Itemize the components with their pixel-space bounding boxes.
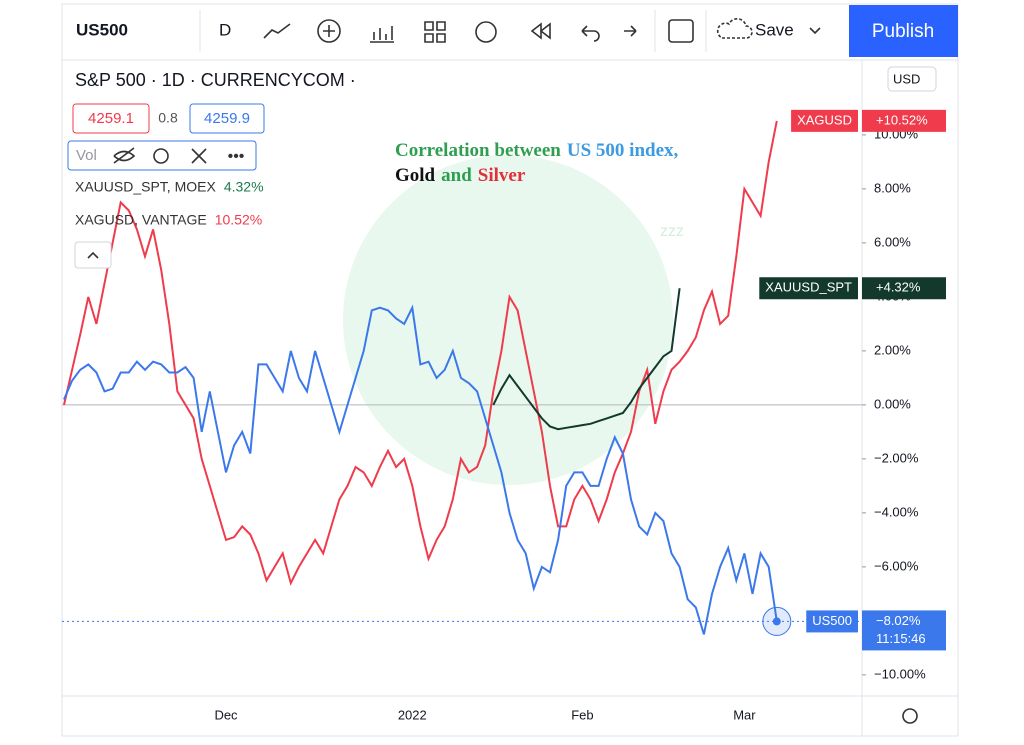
title-part: US 500 index, [567,140,679,161]
bid[interactable]: 4259.1 [88,110,134,127]
y-tick-label: 8.00% [874,180,911,195]
badge-value-box [862,277,946,300]
redo-icon[interactable] [624,25,637,37]
bars-icon[interactable] [370,26,394,43]
bid-box[interactable] [72,103,150,134]
save[interactable]: Save [755,20,794,39]
title-part: Gold [395,165,436,186]
legend-value: 4.32% [224,179,264,195]
cloud-icon[interactable] [716,18,753,39]
x-tick-label: 2022 [398,707,427,722]
watermark: zzz [660,223,684,240]
replay-icon[interactable] [530,22,551,40]
collapse-button[interactable] [74,241,112,269]
badge-name-box [791,109,858,132]
legend-entry: XAUUSD_SPT, MOEX [75,179,216,195]
badge-value-box [862,610,946,651]
y-tick-label: 0.00% [874,396,911,411]
x-tick-label: Mar [733,707,756,722]
layout-icon[interactable] [424,21,446,43]
title-part: and [441,165,472,186]
title-part: Correlation between [395,140,561,161]
y-tick-label: −10.00% [874,666,926,681]
title-part: Silver [478,165,526,186]
alert-icon[interactable] [475,21,497,43]
ask[interactable]: 4259.9 [204,110,250,127]
interval[interactable]: D [219,20,231,39]
symbol[interactable]: US500 [76,20,128,39]
y-tick-label: −6.00% [874,558,919,573]
settings-gear[interactable] [902,708,918,724]
indicator-icon[interactable] [263,23,291,39]
add-icon[interactable] [317,19,341,43]
legend-value: 10.52% [215,212,262,228]
badge-value: +4.32% [876,280,921,295]
publish-label[interactable]: Publish [872,21,934,42]
y-tick-label: 6.00% [874,234,911,249]
plot: Correlation between US 500 index, Gold and S… [62,120,862,636]
more-icon[interactable]: ••• [228,148,245,165]
y-tick-label: 2.00% [874,342,911,357]
badge-name-box [759,277,858,300]
badge-value-box [862,109,946,132]
undo-icon[interactable] [581,25,600,42]
last-point [772,617,781,626]
chart-title: Correlation between US 500 index, [395,140,679,161]
fullscreen-icon[interactable] [668,19,694,43]
add-icon-plus [323,25,335,37]
currency-button[interactable] [887,66,937,92]
remove-icon[interactable] [191,148,207,164]
badge-value: −8.02% [876,613,921,628]
y-tick-label: −4.00% [874,504,919,519]
save-menu[interactable] [809,27,821,35]
series-line [63,120,778,586]
publish-button[interactable] [849,5,958,57]
watermark-logo [343,155,673,485]
chart-title: Gold and Silver [395,165,526,186]
x-tick-label: Dec [214,707,238,722]
badge-name: XAGUSD [797,112,852,127]
settings-icon[interactable] [153,148,169,164]
spread: 0.8 [158,110,178,126]
series-line [63,304,778,635]
currency[interactable]: USD [893,71,920,86]
collapse-icon [87,251,99,259]
ask-box[interactable] [189,103,265,134]
badge-name-box [806,610,858,633]
legend-entry: XAGUSD, VANTAGE [75,212,207,228]
x-tick-label: Feb [571,707,593,722]
badge-name: XAUUSD_SPT [765,280,852,295]
legend-header: S&P 500 · 1D · CURRENCYCOM · [75,70,356,90]
badge-value: +10.52% [876,112,928,127]
badge-name: US500 [812,613,852,628]
y-tick-label: −2.00% [874,450,919,465]
series-line [492,288,681,431]
vol[interactable]: Vol [76,147,97,164]
hide-icon[interactable] [113,147,136,164]
badge-time: 11:15:46 [876,631,926,646]
